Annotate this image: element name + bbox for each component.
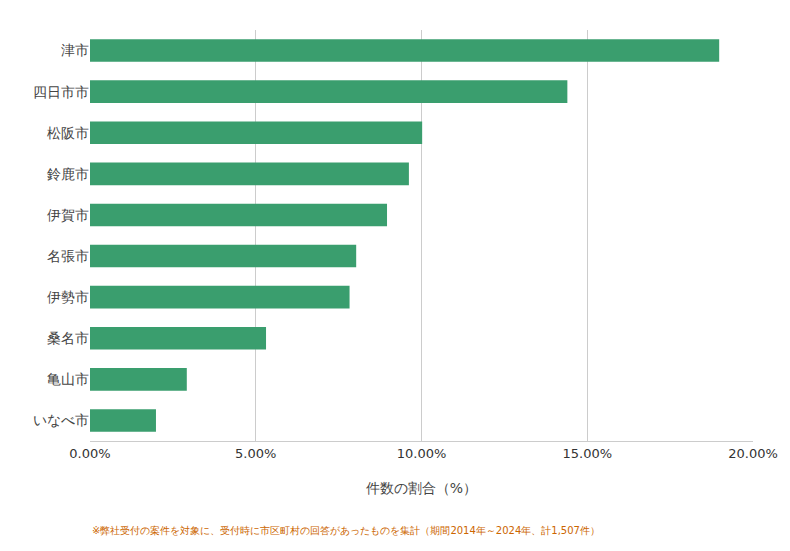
svg-text:桑名市: 桑名市: [47, 330, 89, 346]
svg-text:いなべ市: いなべ市: [33, 412, 89, 428]
svg-text:伊賀市: 伊賀市: [47, 207, 89, 223]
svg-text:15.00%: 15.00%: [562, 446, 612, 461]
svg-text:松阪市: 松阪市: [47, 125, 89, 141]
svg-text:津市: 津市: [61, 42, 89, 58]
svg-text:名張市: 名張市: [47, 248, 89, 264]
svg-text:件数の割合（%）: 件数の割合（%）: [366, 480, 477, 496]
svg-text:伊勢市: 伊勢市: [47, 289, 89, 305]
svg-text:0.00%: 0.00%: [69, 446, 110, 461]
svg-text:鈴鹿市: 鈴鹿市: [47, 166, 89, 182]
svg-text:四日市市: 四日市市: [33, 84, 89, 100]
svg-text:亀山市: 亀山市: [47, 371, 89, 387]
svg-text:20.00%: 20.00%: [728, 446, 778, 461]
svg-text:5.00%: 5.00%: [235, 446, 276, 461]
svg-text:※弊社受付の案件を対象に、受付時に市区町村の回答があったもの: ※弊社受付の案件を対象に、受付時に市区町村の回答があったものを集計（期間2014…: [92, 525, 600, 536]
svg-text:10.00%: 10.00%: [397, 446, 447, 461]
